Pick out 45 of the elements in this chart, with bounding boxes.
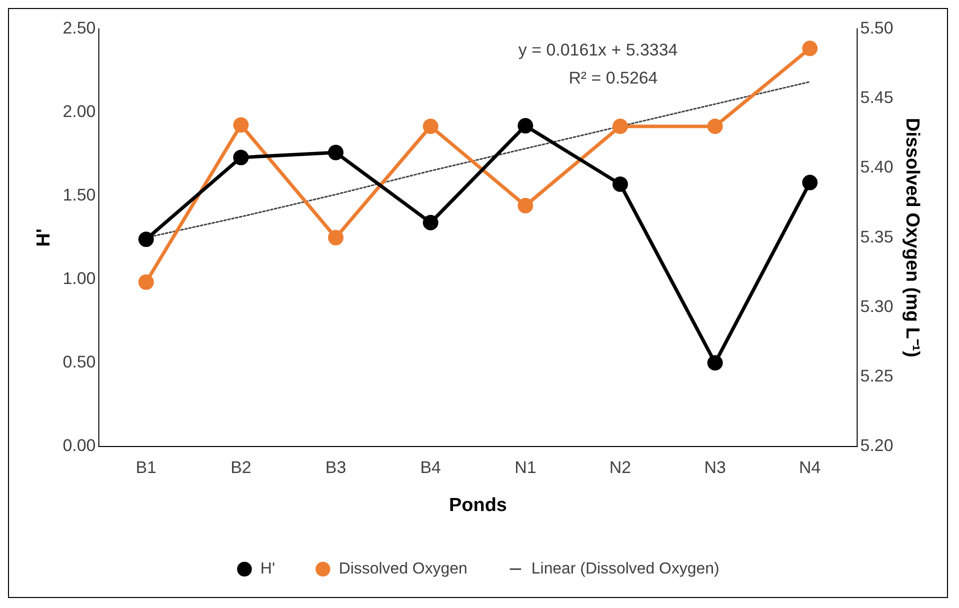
point xyxy=(707,118,723,134)
point xyxy=(233,117,249,133)
legend-label: Dissolved Oxygen xyxy=(338,560,468,578)
legend-label: H' xyxy=(260,560,275,578)
x-tick-label: B4 xyxy=(420,458,441,478)
y2-tick-label: 5.30 xyxy=(860,296,894,316)
y-tick-label: 0.00 xyxy=(62,436,96,455)
x-tick-label: N2 xyxy=(609,458,632,478)
point xyxy=(518,198,534,214)
x-tick-label: N3 xyxy=(704,458,726,478)
x-tick-label: B1 xyxy=(136,458,156,478)
point xyxy=(138,274,154,290)
y2-tick-label: 5.25 xyxy=(860,366,894,386)
y-tick-label: 1.00 xyxy=(62,269,96,288)
y2-tick-label: 5.20 xyxy=(860,436,894,455)
point xyxy=(802,174,818,190)
point xyxy=(328,144,344,160)
x-tick-label: B2 xyxy=(230,458,252,478)
point xyxy=(612,176,628,192)
point xyxy=(518,118,534,134)
point xyxy=(328,230,344,246)
y-tick-label: 0.50 xyxy=(62,352,96,372)
point xyxy=(422,214,438,230)
x-tick-label: N4 xyxy=(799,458,821,478)
point xyxy=(138,232,154,248)
y2-axis-title: Dissolved Oxygen (mg L⁻¹) xyxy=(901,118,922,358)
y2-tick-label: 5.45 xyxy=(860,88,894,108)
y-tick-label: 2.00 xyxy=(62,102,96,122)
y2-tick-label: 5.35 xyxy=(860,227,894,246)
annotation: R² = 0.5264 xyxy=(568,68,658,88)
point xyxy=(233,150,249,166)
x-tick-label: B3 xyxy=(325,458,346,478)
y-tick-label: 2.50 xyxy=(62,18,96,38)
y-axis-title: H' xyxy=(34,228,55,247)
y-tick-label: 1.50 xyxy=(62,186,96,205)
point xyxy=(707,355,723,371)
point xyxy=(612,118,628,134)
x-tick-label: N1 xyxy=(514,458,536,478)
legend-label: Linear (Dissolved Oxygen) xyxy=(531,560,720,578)
x-axis-title: Ponds xyxy=(449,495,507,516)
point xyxy=(802,40,818,56)
y2-tick-label: 5.40 xyxy=(860,158,894,177)
annotation: y = 0.0161x + 5.3334 xyxy=(518,40,678,60)
point xyxy=(422,118,438,134)
y2-tick-label: 5.50 xyxy=(860,18,894,38)
